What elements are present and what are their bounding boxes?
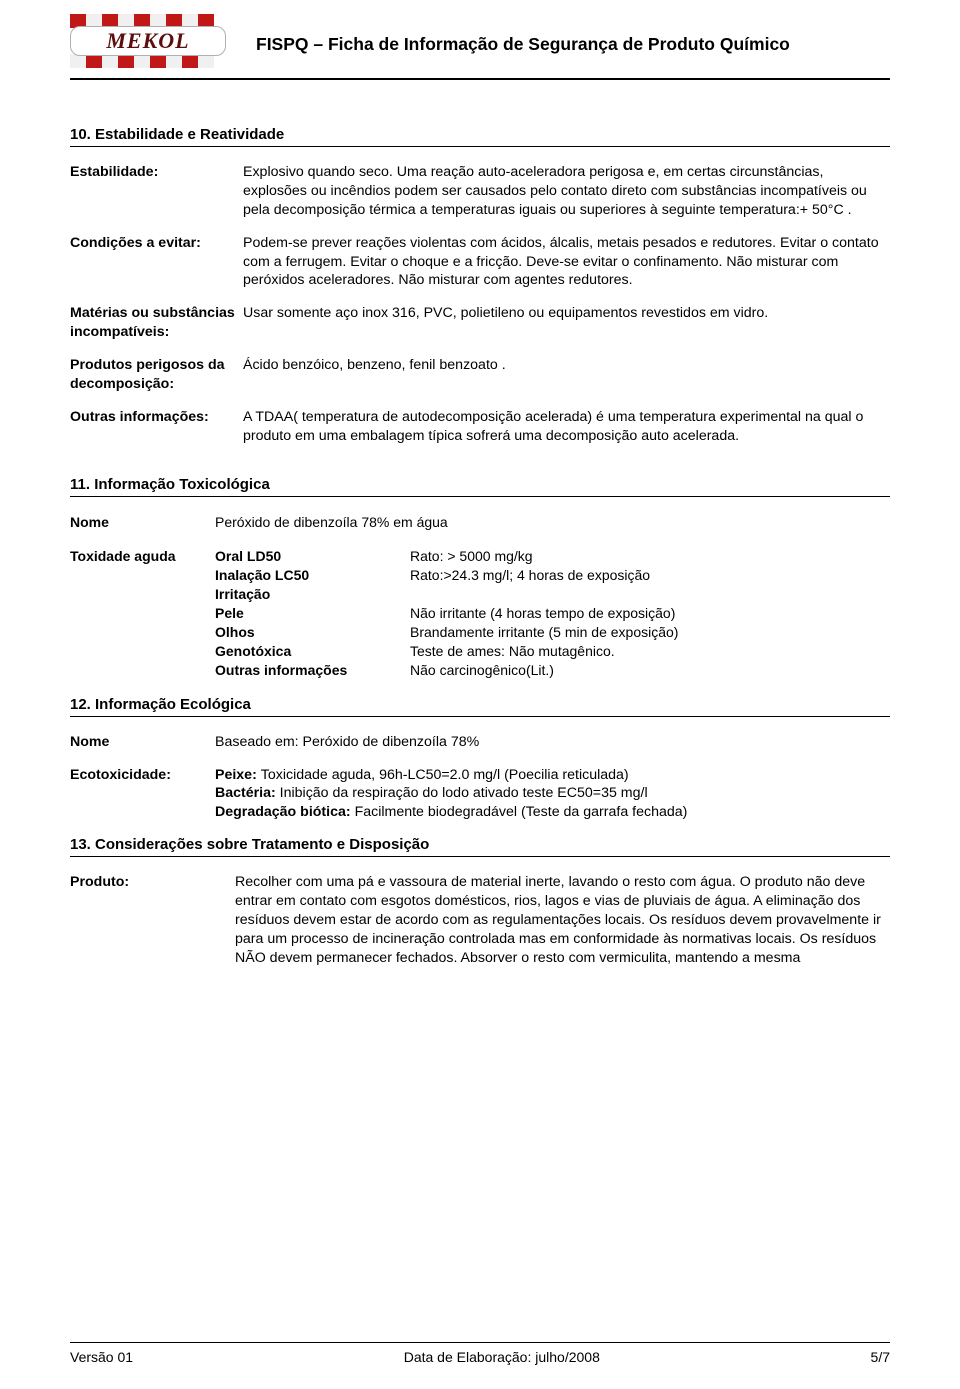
eco-nome-label: Nome <box>70 733 215 752</box>
materias-label: Matérias ou substâncias incompatíveis: <box>70 304 243 342</box>
degradacao-value: Facilmente biodegradável (Teste da garra… <box>355 804 688 820</box>
section-13-body: Produto: Recolher com uma pá e vassoura … <box>70 873 890 967</box>
section-13-title: 13. Considerações sobre Tratamento e Dis… <box>70 836 890 853</box>
section-11-rule <box>70 496 890 497</box>
section-10-rule <box>70 146 890 147</box>
footer-page: 5/7 <box>871 1349 890 1365</box>
degradacao-label: Degradação biótica: <box>215 804 355 820</box>
header: MEKOL FISPQ – Ficha de Informação de Seg… <box>70 14 890 76</box>
tox-irritacao-label: Irritação <box>215 585 410 604</box>
tox-genotoxica-value: Teste de ames: Não mutagênico. <box>410 642 890 661</box>
tox-irritacao-value <box>410 585 890 604</box>
bacteria-value: Inibição da respiração do lodo ativado t… <box>280 785 648 801</box>
toxidade-label: Toxidade aguda <box>70 547 215 566</box>
header-rule <box>70 78 890 80</box>
tox-pele-label: Pele <box>215 604 410 623</box>
condicoes-label: Condições a evitar: <box>70 234 243 291</box>
section-12-title: 12. Informação Ecológica <box>70 696 890 713</box>
bacteria-label: Bactéria: <box>215 785 280 801</box>
tox-outras-label: Outras informações <box>215 661 410 680</box>
estabilidade-label: Estabilidade: <box>70 163 243 220</box>
footer: Versão 01 Data de Elaboração: julho/2008… <box>70 1349 890 1365</box>
section-11-title: 11. Informação Toxicológica <box>70 476 890 493</box>
produto-value: Recolher com uma pá e vassoura de materi… <box>235 873 890 967</box>
outras-label: Outras informações: <box>70 408 243 446</box>
tox-olhos-value: Brandamente irritante (5 min de exposiçã… <box>410 623 890 642</box>
estabilidade-value: Explosivo quando seco. Uma reação auto-a… <box>243 163 890 220</box>
ecotoxicidade-value: Peixe: Toxicidade aguda, 96h-LC50=2.0 mg… <box>215 766 890 823</box>
section-10-title: 10. Estabilidade e Reatividade <box>70 126 890 143</box>
tox-outras-value: Não carcinogênico(Lit.) <box>410 661 890 680</box>
section-13-rule <box>70 856 890 857</box>
logo: MEKOL <box>70 14 226 76</box>
tox-olhos-label: Olhos <box>215 623 410 642</box>
footer-version: Versão 01 <box>70 1349 133 1365</box>
tox-genotoxica-label: Genotóxica <box>215 642 410 661</box>
section-10-body: Estabilidade: Explosivo quando seco. Uma… <box>70 163 890 446</box>
nome-label: Nome <box>70 513 215 532</box>
ecotoxicidade-label: Ecotoxicidade: <box>70 766 215 823</box>
tox-oral-label: Oral LD50 <box>215 547 410 566</box>
peixe-value: Toxicidade aguda, 96h-LC50=2.0 mg/l (Poe… <box>261 767 629 783</box>
outras-value: A TDAA( temperatura de autodecomposição … <box>243 408 890 446</box>
section-12-body: Nome Baseado em: Peróxido de dibenzoíla … <box>70 733 890 823</box>
eco-nome-value: Baseado em: Peróxido de dibenzoíla 78% <box>215 733 890 752</box>
footer-rule <box>70 1342 890 1343</box>
peixe-label: Peixe: <box>215 767 261 783</box>
nome-value: Peróxido de dibenzoíla 78% em água <box>215 513 448 532</box>
produto-label: Produto: <box>70 873 235 967</box>
condicoes-value: Podem-se prever reações violentas com ác… <box>243 234 890 291</box>
document-title: FISPQ – Ficha de Informação de Segurança… <box>256 34 790 55</box>
section-12-rule <box>70 716 890 717</box>
tox-inalacao-value: Rato:>24.3 mg/l; 4 horas de exposição <box>410 566 890 585</box>
tox-inalacao-label: Inalação LC50 <box>215 566 410 585</box>
produtos-value: Ácido benzóico, benzeno, fenil benzoato … <box>243 356 890 394</box>
tox-pele-value: Não irritante (4 horas tempo de exposiçã… <box>410 604 890 623</box>
materias-value: Usar somente aço inox 316, PVC, polietil… <box>243 304 890 342</box>
produtos-label: Produtos perigosos da decomposição: <box>70 356 243 394</box>
brand-text: MEKOL <box>106 28 189 54</box>
tox-oral-value: Rato: > 5000 mg/kg <box>410 547 890 566</box>
footer-date: Data de Elaboração: julho/2008 <box>404 1349 600 1365</box>
section-11-body: Nome Peróxido de dibenzoíla 78% em água … <box>70 513 890 680</box>
